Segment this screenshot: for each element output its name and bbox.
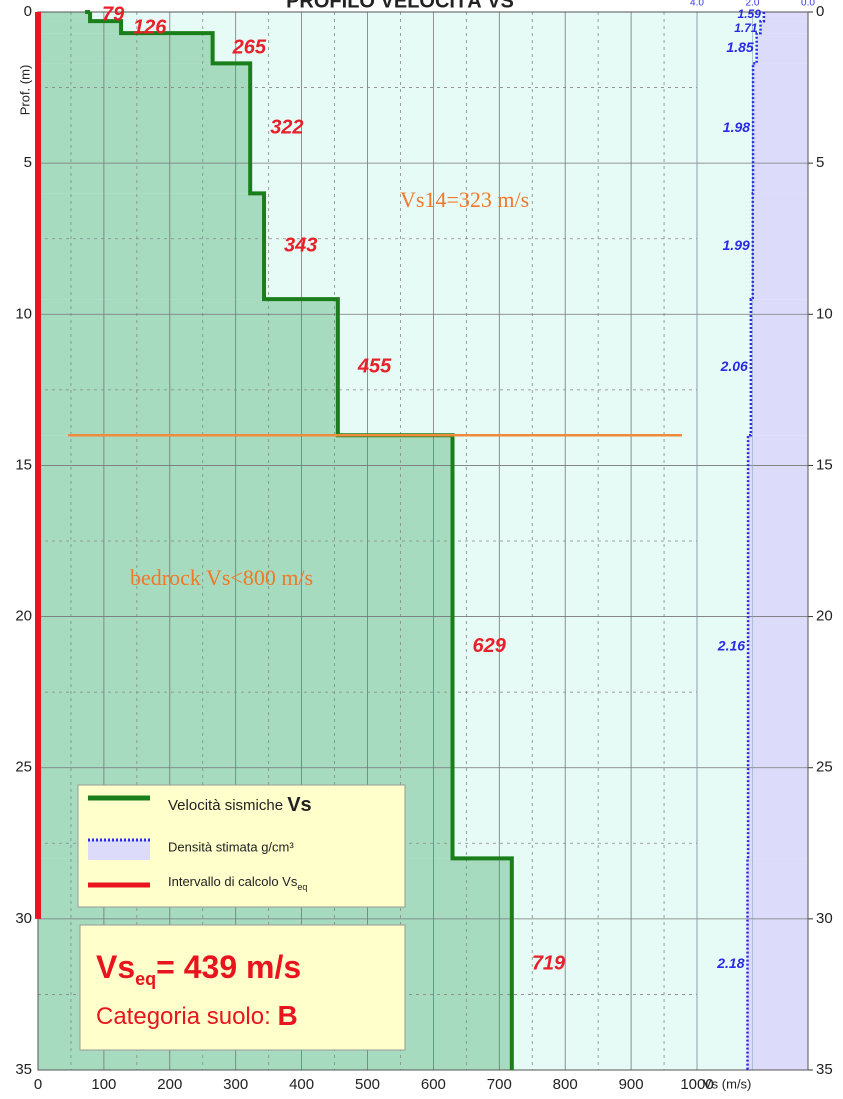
density-fill (760, 21, 808, 34)
y-tick-label: 10 (816, 305, 833, 322)
y-tick-label: 20 (816, 608, 833, 625)
vs-value-label: 265 (232, 37, 267, 59)
density-fill (747, 858, 808, 1070)
legend-label: Velocità sismiche Vs (168, 794, 312, 816)
result-category: Categoria suolo: B (96, 1000, 298, 1031)
x-tick-label: 500 (355, 1076, 380, 1093)
y-tick-label: 30 (816, 910, 833, 927)
annotation: bedrock Vs<800 m/s (130, 565, 313, 590)
vs-line (88, 12, 514, 1070)
result-box: Vseq= 439 m/s Categoria suolo: B (79, 924, 406, 1051)
y-tick-label: 25 (816, 759, 833, 776)
x-tick-label: 300 (223, 1076, 248, 1093)
vs-value-label: 126 (133, 16, 167, 38)
x-tick-label: 900 (619, 1076, 644, 1093)
density-value-label: 2.18 (716, 955, 744, 971)
x-tick-label: 1000 (680, 1076, 713, 1093)
vs-fill (38, 21, 122, 34)
vs-value-label: 79 (102, 3, 125, 25)
vs-fill (38, 299, 338, 436)
y-tick-label: 10 (15, 305, 32, 322)
x-tick-label: 100 (91, 1076, 116, 1093)
category-text: Categoria suolo: (96, 1003, 277, 1030)
vs-fill (38, 193, 265, 300)
annotation: Vs14=323 m/s (400, 187, 529, 212)
y-tick-label: 5 (24, 154, 32, 171)
y-tick-label: 0 (816, 3, 824, 20)
vs-value-label: 343 (284, 235, 317, 257)
y-tick-label: 0 (24, 3, 32, 20)
density-fill (748, 435, 808, 859)
y-axis-label: Prof. (m) (17, 65, 32, 116)
result-sub: eq (135, 969, 156, 989)
x-tick-label: 0 (34, 1076, 42, 1093)
chart-title: PROFILO VELOCITÀ VS (286, 0, 514, 12)
x-tick-label: 400 (289, 1076, 314, 1093)
x2-tick-label: 0.0 (801, 0, 815, 9)
result-background (79, 924, 406, 1051)
legend-label: Densità stimata g/cm³ (168, 839, 294, 854)
vs-value-label: 719 (532, 952, 566, 974)
legend-text: Intervallo di calcolo Vs (168, 874, 298, 889)
legend-text: eq (297, 882, 307, 892)
legend-swatch (88, 840, 150, 860)
density-value-label: 1.85 (726, 39, 753, 55)
x-tick-label: 600 (421, 1076, 446, 1093)
density-value-label: 2.06 (720, 358, 748, 374)
result-text: = 439 m/s (156, 949, 301, 985)
y-tick-label: 15 (15, 456, 32, 473)
x2-tick-label: 2.0 (746, 0, 760, 9)
y-tick-label: 20 (15, 608, 32, 625)
x-tick-label: 700 (487, 1076, 512, 1093)
x-axis-label: Vs (m/s) (703, 1076, 751, 1091)
density-value-label: 1.59 (738, 7, 762, 21)
y-tick-label: 15 (816, 456, 833, 473)
density-fill (752, 193, 808, 300)
density-fill (763, 12, 808, 22)
legend-text: Vs (287, 794, 311, 816)
vs-fill (38, 63, 251, 194)
density-value-label: 1.98 (723, 119, 750, 135)
vs-value-label: 629 (473, 635, 507, 657)
y-tick-label: 25 (15, 759, 32, 776)
density-line (746, 12, 766, 1070)
x2-tick-label: 4.0 (690, 0, 704, 9)
vs-value-label: 455 (357, 355, 392, 377)
density-value-label: 2.16 (717, 638, 745, 654)
vs-fill (38, 12, 91, 22)
x-tick-label: 200 (157, 1076, 182, 1093)
density-fill (750, 299, 808, 436)
density-value-label: 1.71 (734, 21, 758, 35)
density-fill (756, 33, 808, 64)
y-tick-label: 30 (15, 910, 32, 927)
density-fill (753, 63, 808, 194)
legend-text: Velocità sismiche (168, 797, 287, 814)
legend-label: Intervallo di calcolo Vseq (168, 874, 307, 892)
result-value: Vseq= 439 m/s (96, 949, 301, 988)
y-tick-label: 35 (15, 1061, 32, 1078)
category-value: B (277, 1000, 297, 1031)
legend: Velocità sismiche Vs Densità stimata g/c… (77, 784, 406, 908)
y-tick-label: 5 (816, 154, 824, 171)
density-value-label: 1.99 (723, 237, 750, 253)
vs-value-label: 322 (270, 117, 303, 139)
vs-fill (38, 33, 213, 64)
x-tick-label: 800 (553, 1076, 578, 1093)
result-symbol: Vs (96, 949, 135, 985)
y-tick-label: 35 (816, 1061, 833, 1078)
